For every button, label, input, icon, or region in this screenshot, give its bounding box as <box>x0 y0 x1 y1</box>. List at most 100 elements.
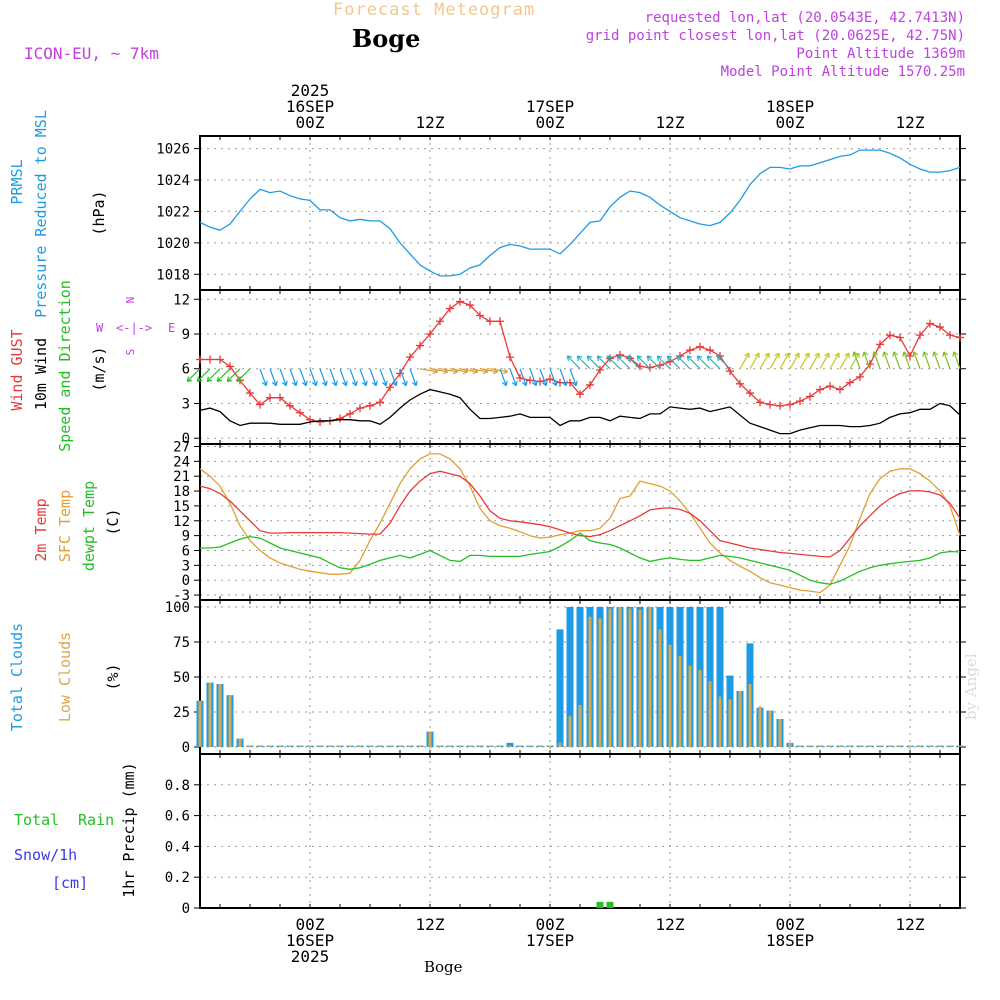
low-cloud-bar <box>638 609 642 747</box>
wind-arrow-head <box>551 380 558 387</box>
wind-arrow-head <box>686 355 693 362</box>
time-label-bottom: 12Z <box>416 915 445 934</box>
wind-direction-arrow <box>646 355 661 370</box>
wind-direction-arrow <box>449 368 468 373</box>
wind-arrow-head <box>281 380 288 387</box>
gust-marker <box>276 393 284 402</box>
wind-direction-arrow <box>399 368 407 386</box>
wind-direction-arrow <box>706 355 721 370</box>
time-label-top: 00Z <box>776 113 805 132</box>
total-cloud-bar <box>706 607 714 747</box>
wind-direction-arrow <box>279 368 287 386</box>
wind-direction-arrow <box>769 352 780 370</box>
wind-direction-arrow <box>819 352 830 370</box>
low-cloud-bar <box>318 745 322 747</box>
legend-cm: [cm] <box>52 874 88 892</box>
gust-marker <box>256 400 264 409</box>
gust-marker <box>246 389 254 398</box>
wind-direction-arrow <box>809 352 820 370</box>
gust-marker <box>776 401 784 410</box>
low-cloud-bar <box>808 745 812 747</box>
gust-marker <box>596 365 604 374</box>
wind-arrow-head <box>361 380 368 387</box>
wind-arrow-head <box>311 380 318 387</box>
gust-marker <box>196 355 204 364</box>
wind-direction-arrow <box>269 368 277 386</box>
temp-unit: (C) <box>104 508 122 535</box>
wind-arrow-head <box>676 355 683 362</box>
gust-marker <box>846 378 854 387</box>
gust-marker <box>866 360 874 369</box>
wind-direction-arrow <box>696 355 711 370</box>
y-tick-label: 0.8 <box>165 778 190 794</box>
gust-marker <box>406 353 414 362</box>
gust-marker <box>436 317 444 326</box>
low-cloud-bar <box>418 745 422 747</box>
gust-label: Wind GUST <box>8 329 26 410</box>
low-cloud-bar <box>278 745 282 747</box>
wind-direction-arrow <box>479 368 498 373</box>
gust-marker <box>936 323 944 332</box>
y-tick-label: 0.4 <box>165 839 190 855</box>
y-tick-label: 1024 <box>156 173 190 189</box>
gust-marker <box>786 400 794 409</box>
y-tick-label: 27 <box>173 439 190 455</box>
gust-marker <box>356 404 364 413</box>
legend-total: Total <box>14 811 59 829</box>
low-cloud-bar <box>358 745 362 747</box>
time-label-top: 00Z <box>536 113 565 132</box>
wind-arrow-head <box>852 351 859 357</box>
wind-arrow-head <box>401 380 408 387</box>
wind-direction-arrow <box>686 355 701 370</box>
wind-direction-arrow <box>429 368 448 373</box>
wind-arrow-head <box>321 380 328 387</box>
gust-marker <box>316 418 324 426</box>
wind-arrow-head <box>301 380 308 387</box>
gust-marker <box>496 317 504 326</box>
low-cloud-bar <box>578 705 582 747</box>
gust-marker <box>696 342 704 351</box>
total-cloud-bar <box>716 607 724 747</box>
gust-marker <box>346 409 354 418</box>
wind-direction-arrow <box>299 368 307 386</box>
low-cloud-bar <box>958 745 962 747</box>
wind-direction-arrow <box>749 352 760 370</box>
low-cloud-bar <box>288 745 292 747</box>
low-cloud-bar <box>198 700 202 747</box>
wind-direction-arrow <box>933 351 941 369</box>
wind-arrow-head <box>261 380 268 387</box>
y-tick-label: 12 <box>173 292 190 308</box>
dew-label: dewpt Temp <box>80 481 98 571</box>
compass-n: N <box>124 297 137 304</box>
time-label-bottom: 12Z <box>656 915 685 934</box>
gust-marker <box>826 382 834 391</box>
gust-marker <box>396 369 404 378</box>
wind-direction-arrow <box>206 368 221 382</box>
wind-arrow-head <box>561 380 568 387</box>
wind-arrow-head <box>196 376 203 383</box>
wind-direction-arrow <box>309 368 317 386</box>
wind-arrow-head <box>381 380 388 387</box>
gust-marker <box>516 374 524 382</box>
gust-marker <box>856 372 864 381</box>
compass-bar: <-|-> <box>116 321 152 335</box>
gust-marker <box>576 390 584 399</box>
wind-direction-arrow <box>839 352 850 370</box>
wind-arrow-head <box>794 352 800 359</box>
low-cloud-bar <box>428 731 432 747</box>
gust-marker <box>266 393 274 402</box>
wind-label: 10m Wind <box>32 338 50 410</box>
pressure-label: PRMSL <box>8 159 26 204</box>
wind-direction-arrow <box>259 368 267 386</box>
wind-arrow-head <box>566 355 573 362</box>
wind-direction-arrow <box>289 368 297 386</box>
rain-bar <box>606 901 614 908</box>
wind-direction-arrow <box>186 368 201 382</box>
low-cloud-bar <box>728 699 732 747</box>
low-cloud-bar <box>368 745 372 747</box>
wind-arrow-head <box>206 376 213 383</box>
wind-arrow-head <box>814 352 820 359</box>
gust-marker <box>446 304 454 313</box>
wind-direction-arrow <box>339 368 347 386</box>
